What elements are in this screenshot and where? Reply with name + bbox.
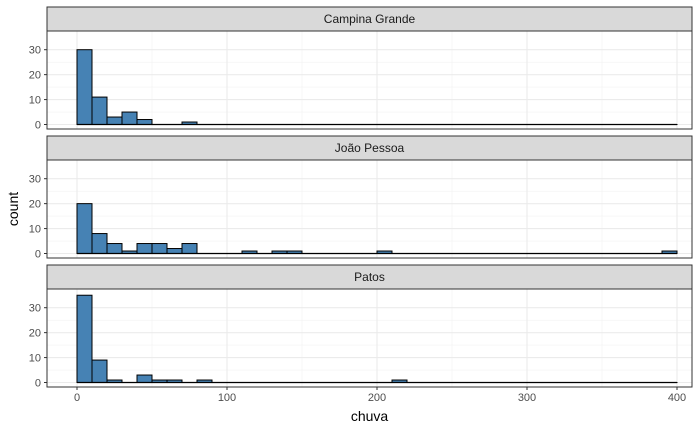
x-tick-label: 100 (218, 392, 236, 404)
y-tick-label: 0 (35, 378, 41, 390)
panel-background (47, 31, 692, 129)
histogram-bar (136, 119, 153, 126)
facet-strip (46, 264, 693, 290)
y-tick-label: 10 (29, 224, 41, 236)
y-tick-label: 30 (29, 45, 41, 57)
y-tick-label: 30 (29, 303, 41, 315)
x-tick-label: 0 (74, 392, 80, 404)
x-tick-label: 300 (518, 392, 536, 404)
facet-strip (46, 6, 693, 32)
panel-border (46, 159, 693, 259)
y-tick-label: 20 (29, 199, 41, 211)
facet-strip-label: Patos (354, 270, 385, 284)
histogram-bar (166, 248, 183, 255)
histogram-bar (136, 374, 153, 384)
histogram-bar (136, 243, 153, 255)
panel-border (46, 30, 693, 130)
x-tick-label: 400 (668, 392, 686, 404)
facet-strip-label: João Pessoa (335, 141, 405, 155)
histogram-bar (76, 49, 93, 126)
facet-strip (46, 135, 693, 161)
histogram-bar (181, 243, 198, 255)
histogram-bar (151, 243, 168, 255)
panel-background (47, 160, 692, 258)
histogram-bar (106, 116, 123, 126)
histogram-bar (76, 203, 93, 255)
y-tick-label: 0 (35, 120, 41, 132)
y-tick-label: 20 (29, 328, 41, 340)
panel-background (47, 289, 692, 387)
y-tick-label: 0 (35, 249, 41, 261)
histogram-bar (91, 359, 108, 384)
histogram-bar (91, 233, 108, 255)
y-tick-label: 10 (29, 353, 41, 365)
y-tick-label: 30 (29, 174, 41, 186)
x-axis-title: chuva (351, 408, 389, 424)
histogram-bar (91, 96, 108, 126)
y-axis-title: count (5, 192, 21, 226)
panel-border (46, 288, 693, 388)
histogram-bar (76, 294, 93, 384)
y-tick-label: 20 (29, 70, 41, 82)
y-tick-label: 10 (29, 95, 41, 107)
histogram-bar (106, 243, 123, 255)
histogram-bar (121, 111, 138, 126)
x-tick-label: 200 (368, 392, 386, 404)
facet-strip-label: Campina Grande (324, 12, 416, 26)
